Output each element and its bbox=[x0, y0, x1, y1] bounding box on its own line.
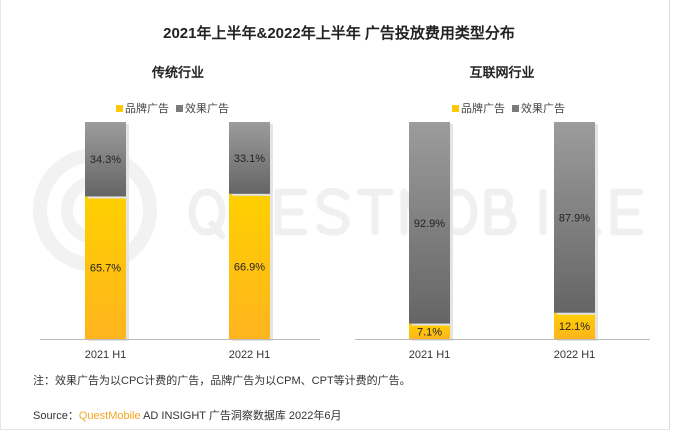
x-tick-label: 2021 H1 bbox=[85, 349, 127, 361]
bar-segment bbox=[554, 122, 595, 313]
watermark-letter-shape bbox=[188, 188, 226, 240]
watermark-letter-shape bbox=[356, 188, 394, 236]
data-label: 33.1% bbox=[234, 153, 265, 165]
data-label: 7.1% bbox=[417, 326, 442, 338]
legend-label: 效果广告 bbox=[185, 101, 229, 115]
watermark-letter-shape bbox=[610, 188, 644, 236]
subchart-title-traditional: 传统行业 bbox=[151, 65, 204, 80]
data-label: 87.9% bbox=[559, 212, 590, 224]
x-tick-label: 2022 H1 bbox=[554, 349, 596, 361]
data-label: 92.9% bbox=[414, 218, 445, 230]
legend-swatch bbox=[176, 105, 183, 112]
bar-segment bbox=[409, 323, 450, 339]
source-rest: AD INSIGHT 广告洞察数据库 2022年6月 bbox=[140, 410, 342, 422]
data-label: 65.7% bbox=[90, 263, 121, 275]
bar-segment bbox=[409, 122, 450, 324]
bar-segment bbox=[85, 122, 126, 197]
watermark-letter-shape bbox=[484, 188, 517, 236]
x-tick-label: 2022 H1 bbox=[229, 349, 271, 361]
data-label: 66.9% bbox=[234, 261, 265, 273]
chart-title: 2021年上半年&2022年上半年 广告投放费用类型分布 bbox=[163, 25, 515, 42]
source-line: Source：QuestMobile AD INSIGHT 广告洞察数据库 20… bbox=[33, 407, 342, 423]
legend-swatch bbox=[452, 105, 459, 112]
watermark-letter-shape bbox=[316, 187, 350, 236]
legend-swatch bbox=[116, 105, 123, 112]
data-label: 34.3% bbox=[90, 154, 121, 166]
legend-label: 品牌广告 bbox=[125, 101, 169, 115]
bar-segment bbox=[554, 312, 595, 339]
bar-segment bbox=[85, 196, 126, 339]
data-label: 12.1% bbox=[559, 321, 590, 333]
legend-label: 效果广告 bbox=[521, 101, 565, 115]
bar-segment bbox=[229, 122, 270, 194]
legend-label: 品牌广告 bbox=[461, 101, 505, 115]
footnote: 注：效果广告为以CPC计费的广告，品牌广告为以CPM、CPT等计费的广告。 bbox=[33, 375, 411, 387]
source-label: Source： bbox=[33, 410, 79, 422]
bar-segment bbox=[229, 193, 270, 339]
x-tick-label: 2021 H1 bbox=[409, 349, 451, 361]
source-brand: QuestMobile bbox=[78, 410, 141, 422]
legend-swatch bbox=[512, 105, 519, 112]
watermark-letter-shape bbox=[274, 188, 308, 236]
subchart-title-internet: 互联网行业 bbox=[469, 65, 535, 80]
